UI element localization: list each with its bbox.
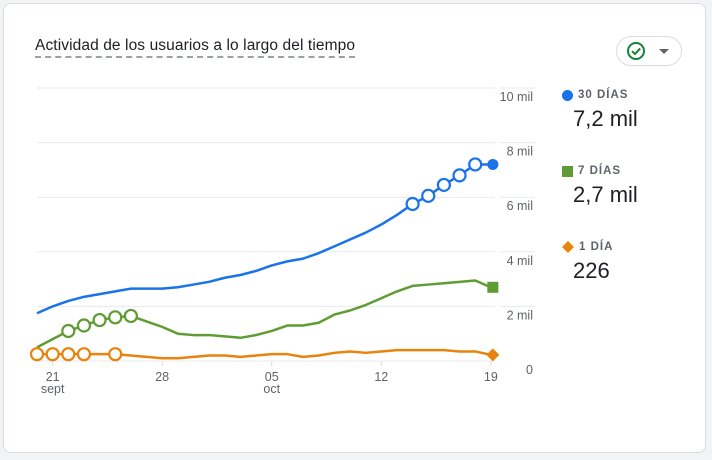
end-point-square-icon[interactable] — [487, 281, 499, 293]
square-marker-icon — [562, 165, 573, 177]
data-point-marker[interactable] — [421, 188, 436, 203]
x-tick-label: 19 — [484, 370, 498, 384]
y-tick-label: 0 — [526, 363, 533, 377]
x-tick-month: sept — [41, 382, 65, 396]
legend-item-1-day: 1 DÍA 226 — [562, 240, 613, 283]
y-tick-label: 6 mil — [507, 199, 533, 213]
x-tick-label: 28 — [155, 370, 169, 384]
data-point-marker[interactable] — [405, 196, 420, 212]
legend-value: 7,2 mil — [573, 106, 638, 131]
data-point-marker[interactable] — [61, 347, 76, 362]
user-activity-card: Actividad de los usuarios a lo largo del… — [3, 3, 706, 453]
x-tick-label: 05 — [265, 370, 279, 384]
legend-item-7-days: 7 DÍAS 2,7 mil — [562, 164, 638, 207]
y-tick-label: 8 mil — [507, 145, 533, 159]
data-point-marker[interactable] — [61, 323, 76, 339]
y-tick-label: 4 mil — [507, 254, 533, 268]
data-point-marker[interactable] — [468, 157, 483, 172]
series-line — [36, 163, 491, 315]
legend-label: 1 DÍA — [579, 241, 614, 253]
caret-down-icon — [659, 48, 669, 54]
data-point-marker[interactable] — [29, 347, 45, 362]
data-point-marker[interactable] — [108, 310, 123, 325]
end-point-circle-icon[interactable] — [487, 158, 499, 170]
data-point-marker[interactable] — [76, 347, 92, 362]
data-point-marker[interactable] — [123, 308, 138, 324]
series-line — [37, 348, 492, 360]
data-point-marker[interactable] — [45, 347, 60, 362]
legend-item-30-days: 30 DÍAS 7,2 mil — [562, 88, 638, 131]
x-tick-label: 12 — [374, 370, 388, 384]
y-tick-label: 10 mil — [500, 90, 533, 104]
circle-marker-icon — [562, 89, 573, 101]
data-point-marker[interactable] — [436, 177, 451, 193]
y-tick-label: 2 mil — [507, 308, 533, 322]
legend-label: 7 DÍAS — [578, 165, 622, 177]
legend-label: 30 DÍAS — [578, 89, 629, 101]
x-tick-label: 21 — [46, 370, 60, 384]
card-title[interactable]: Actividad de los usuarios a lo largo del… — [35, 37, 356, 58]
status-dropdown-button[interactable] — [616, 36, 682, 66]
end-point-diamond-icon[interactable] — [486, 348, 500, 362]
legend-value: 2,7 mil — [573, 182, 638, 207]
legend-value: 226 — [573, 258, 610, 283]
x-tick-month: oct — [263, 382, 280, 396]
check-circle-icon — [627, 42, 645, 60]
data-point-marker[interactable] — [452, 168, 467, 183]
data-point-marker[interactable] — [76, 318, 92, 333]
data-point-marker[interactable] — [108, 347, 123, 362]
diamond-marker-icon — [562, 241, 574, 253]
data-point-marker[interactable] — [92, 312, 107, 328]
series-line — [36, 279, 492, 349]
